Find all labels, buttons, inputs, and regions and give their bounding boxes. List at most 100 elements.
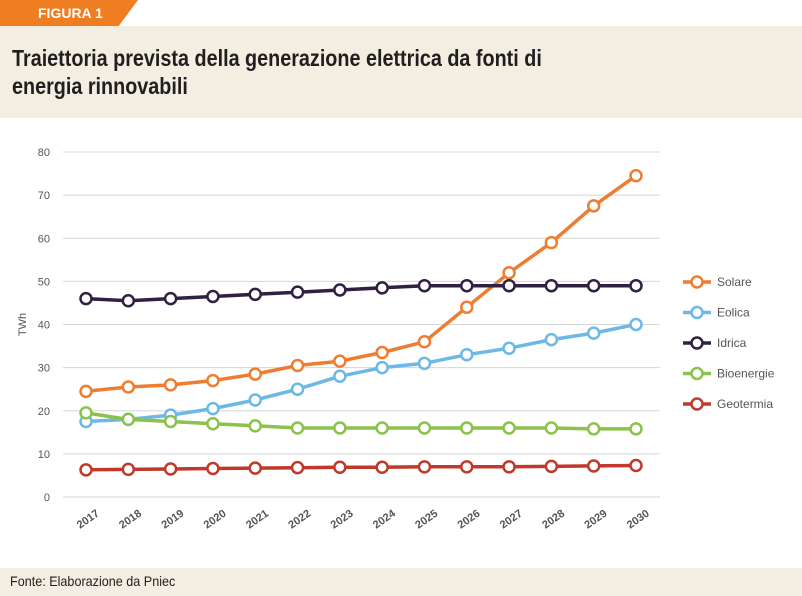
data-point-eolica (629, 317, 643, 332)
data-point-bioenergie (121, 412, 136, 427)
x-tick-label: 2021 (244, 508, 271, 532)
x-tick-label: 2020 (202, 508, 229, 532)
data-point-solare (544, 235, 559, 250)
data-point-bioenergie (248, 419, 262, 433)
data-point-bioenergie (375, 421, 389, 435)
y-tick-label: 30 (38, 363, 50, 375)
x-tick-label: 2028 (540, 508, 567, 532)
data-point-eolica (417, 356, 432, 371)
data-point-idrica (544, 278, 559, 293)
data-point-solare (121, 380, 136, 394)
y-axis-label: TWh (17, 313, 29, 336)
y-tick-label: 10 (38, 449, 50, 461)
x-tick-label: 2024 (371, 507, 399, 531)
x-tick-label: 2018 (117, 508, 144, 532)
data-point-geotermia (417, 460, 432, 474)
data-point-bioenergie (629, 422, 643, 436)
data-point-geotermia (121, 462, 136, 477)
data-point-solare (417, 335, 432, 349)
data-point-idrica (248, 287, 262, 302)
data-point-eolica (248, 393, 262, 407)
y-tick-label: 80 (38, 147, 50, 159)
data-point-geotermia (248, 461, 262, 475)
data-point-geotermia (460, 460, 474, 474)
data-point-idrica (290, 285, 305, 299)
x-tick-label: 2019 (159, 508, 186, 532)
figure-tag: FIGURA 1 (0, 0, 138, 26)
data-point-eolica (290, 382, 305, 396)
y-tick-label: 20 (38, 406, 50, 418)
data-point-idrica (163, 291, 178, 306)
legend-label-bioenergie: Bioenergie (717, 367, 775, 381)
x-tick-label: 2023 (329, 508, 356, 532)
data-point-geotermia (206, 461, 220, 476)
data-point-bioenergie (502, 421, 516, 435)
series-line-geotermia (85, 463, 637, 472)
legend-marker-solare (690, 275, 704, 289)
y-tick-label: 40 (38, 320, 50, 332)
data-point-geotermia (79, 463, 93, 477)
data-point-bioenergie (460, 421, 474, 435)
data-point-solare (333, 354, 347, 368)
data-point-geotermia (629, 458, 643, 473)
data-point-solare (460, 300, 474, 314)
data-point-bioenergie (333, 421, 347, 435)
data-point-solare (586, 199, 601, 213)
legend-label-idrica: Idrica (717, 336, 747, 350)
data-point-bioenergie (586, 422, 601, 436)
data-point-geotermia (502, 460, 516, 474)
chart-area: 0 10 20 30 40 50 60 70 80 TWh 2017 2018 2019 2020 2021… (0, 130, 802, 560)
series-line-bioenergie (85, 411, 636, 431)
x-tick-label: 2030 (625, 508, 652, 532)
data-point-bioenergie (544, 421, 559, 435)
data-point-eolica (502, 341, 516, 355)
series-line-solare (85, 174, 638, 394)
y-tick-label: 60 (38, 233, 50, 245)
data-point-solare (290, 358, 305, 373)
data-point-idrica (333, 283, 347, 297)
data-point-solare (629, 168, 643, 183)
x-tick-label: 2026 (456, 508, 483, 532)
series-line-idrica (85, 283, 636, 303)
figure-header: FIGURA 1 Traiettoria prevista della gene… (0, 0, 802, 118)
y-tick-label: 70 (38, 190, 50, 202)
y-tick-label: 50 (38, 276, 50, 288)
x-tick-label: 2029 (583, 508, 610, 532)
series-line-eolica (85, 322, 637, 424)
data-point-eolica (544, 332, 559, 347)
data-point-idrica (375, 281, 389, 295)
data-point-eolica (460, 347, 474, 362)
data-point-idrica (502, 278, 516, 293)
data-point-solare (163, 378, 178, 392)
data-point-solare (79, 384, 93, 399)
data-point-geotermia (290, 460, 305, 475)
data-point-eolica (333, 369, 347, 383)
data-point-bioenergie (290, 421, 305, 435)
x-tick-label: 2025 (413, 508, 440, 532)
data-point-solare (502, 266, 516, 280)
data-point-eolica (375, 360, 389, 375)
legend-label-solare: Solare (717, 275, 752, 289)
x-tick-label: 2027 (498, 508, 525, 532)
data-point-geotermia (375, 460, 389, 474)
legend-marker-eolica (690, 305, 704, 320)
data-point-idrica (79, 291, 93, 306)
figure-footer: Fonte: Elaborazione da Pniec (0, 568, 802, 596)
legend-marker-geotermia (690, 397, 704, 411)
data-point-idrica (417, 278, 432, 293)
data-point-eolica (206, 401, 220, 416)
data-point-geotermia (333, 460, 347, 474)
data-point-geotermia (163, 462, 178, 476)
data-point-bioenergie (417, 421, 432, 435)
data-point-bioenergie (163, 414, 178, 429)
data-point-idrica (460, 278, 474, 293)
figure-title: Traiettoria prevista della generazione e… (12, 45, 542, 99)
data-point-idrica (586, 278, 601, 293)
data-point-idrica (206, 289, 220, 304)
data-point-bioenergie (79, 406, 93, 420)
data-point-eolica (586, 326, 601, 340)
data-point-solare (248, 367, 262, 381)
data-point-geotermia (586, 459, 601, 473)
data-point-idrica (629, 278, 643, 293)
